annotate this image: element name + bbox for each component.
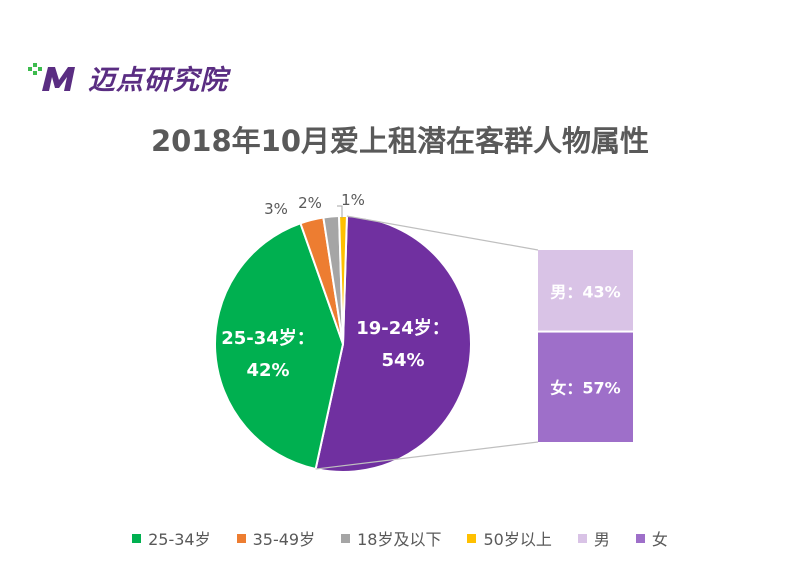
chart-title: 2018年10月爱上租潜在客群人物属性: [150, 124, 650, 158]
pie-slice: [214, 221, 345, 471]
pie-slice: [314, 215, 472, 473]
legend-label: 50岁以上: [483, 530, 552, 549]
legend-swatch: [341, 533, 351, 543]
leader-line: [337, 205, 343, 218]
legend-item: 18岁及以下: [341, 526, 441, 550]
connector-line: [346, 215, 539, 251]
connector-line: [315, 441, 539, 470]
legend-item: 25-34岁: [132, 526, 211, 550]
breakdown-segment: [538, 332, 633, 442]
pie-slice: [338, 215, 348, 345]
slice-label: 19-24岁：: [356, 317, 450, 339]
legend-item: 女: [635, 526, 668, 550]
slice-value-label: 54%: [381, 350, 424, 371]
legend-label: 25-34岁: [148, 530, 211, 549]
legend-swatch: [577, 533, 587, 543]
legend-swatch: [132, 533, 142, 543]
legend-item: 35-49岁: [236, 526, 316, 550]
legend-item: 50岁以上: [467, 526, 552, 550]
logo-text: 迈点研究院: [88, 65, 228, 96]
breakdown-label: 男：43%: [550, 282, 620, 301]
legend-swatch: [236, 533, 246, 543]
chart-legend: 25-34岁 35-49岁 18岁及以下 50岁以上 男 女: [0, 526, 800, 550]
logo-mark-icon: [28, 62, 75, 91]
legend-label: 18岁及以下: [357, 530, 442, 549]
legend-item: 男: [577, 526, 610, 550]
slice-value-label: 1%: [341, 191, 365, 209]
breakdown-label: 女：57%: [550, 378, 620, 397]
slice-value-label: 3%: [264, 200, 288, 218]
logo: 迈点研究院: [28, 58, 228, 97]
legend-label: 女: [651, 530, 668, 549]
slice-value-label: 2%: [298, 194, 322, 212]
legend-label: 35-49岁: [252, 530, 316, 549]
legend-swatch: [635, 533, 645, 543]
legend-label: 男: [593, 530, 610, 549]
breakdown-segment: [538, 250, 633, 331]
legend-swatch: [467, 533, 477, 543]
slice-value-label: 42%: [246, 360, 289, 381]
slice-label: 25-34岁：: [221, 327, 315, 349]
pie-chart: 男：43% 女：57% 19-24岁： 54% 25-34岁： 42% 3% 2% 1%: [214, 191, 633, 473]
